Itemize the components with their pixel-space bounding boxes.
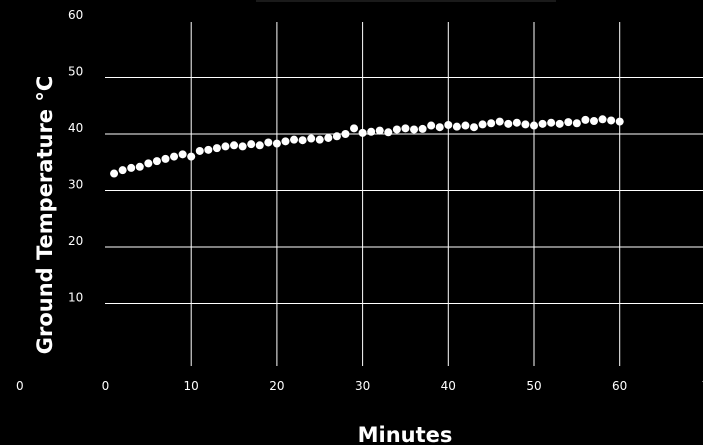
data-point xyxy=(589,117,598,126)
y-tick-label: 50 xyxy=(68,65,83,79)
y-tick-labels: 10 20 30 40 50 60 xyxy=(68,8,83,305)
y-tick-label: 30 xyxy=(68,178,83,192)
y-tick-label: 40 xyxy=(68,121,83,135)
x-tick-label: 30 xyxy=(355,379,370,393)
data-point xyxy=(195,146,204,155)
x-tick-label: 60 xyxy=(612,379,627,393)
data-point xyxy=(358,128,367,137)
x-tick-label: 20 xyxy=(269,379,284,393)
data-point xyxy=(204,145,213,154)
x-tick-label: 0 xyxy=(16,379,24,393)
data-point xyxy=(152,157,161,166)
data-point xyxy=(178,150,187,159)
data-point xyxy=(470,123,479,132)
data-point xyxy=(410,125,419,134)
data-point xyxy=(290,135,299,144)
data-point xyxy=(247,140,256,149)
data-point xyxy=(384,128,393,137)
x-tick-label: 40 xyxy=(441,379,456,393)
data-point xyxy=(367,127,376,136)
data-point xyxy=(435,123,444,132)
data-points xyxy=(110,115,624,178)
data-point xyxy=(281,137,290,146)
data-point xyxy=(607,116,616,125)
data-point xyxy=(315,135,324,144)
data-point xyxy=(307,134,316,143)
data-point xyxy=(392,125,401,134)
data-point xyxy=(135,162,144,171)
data-point xyxy=(581,115,590,124)
data-point xyxy=(598,115,607,124)
top-strip xyxy=(256,0,556,2)
data-point xyxy=(478,120,487,129)
data-point xyxy=(341,130,350,138)
data-point xyxy=(504,119,513,128)
data-point xyxy=(444,120,453,129)
data-point xyxy=(418,124,427,133)
data-point xyxy=(564,118,573,127)
data-point xyxy=(230,141,239,150)
grid-lines xyxy=(105,22,703,366)
data-point xyxy=(512,118,521,127)
data-point xyxy=(118,166,127,175)
data-point xyxy=(452,122,461,131)
x-axis-title: Minutes xyxy=(358,423,453,445)
data-point xyxy=(427,121,436,130)
data-point xyxy=(144,159,153,168)
data-point xyxy=(221,142,230,151)
data-point xyxy=(212,144,221,153)
x-tick-label: 0 xyxy=(102,379,110,393)
data-point xyxy=(255,141,264,150)
data-point xyxy=(161,154,170,163)
data-point xyxy=(521,120,530,129)
x-tick-labels: 0 0 10 20 30 40 50 60 7 xyxy=(16,379,703,393)
y-tick-label: 10 xyxy=(68,291,83,305)
data-point xyxy=(461,121,470,130)
data-point xyxy=(187,152,196,161)
data-point xyxy=(264,138,273,147)
data-point xyxy=(110,169,119,178)
x-tick-label: 7 xyxy=(702,379,703,393)
data-point xyxy=(324,133,333,142)
y-tick-label: 60 xyxy=(68,8,83,22)
data-point xyxy=(495,117,504,126)
data-point xyxy=(298,136,307,145)
y-tick-label: 20 xyxy=(68,234,83,248)
data-point xyxy=(572,119,581,128)
data-point xyxy=(238,142,247,151)
data-point xyxy=(375,126,384,135)
data-point xyxy=(547,118,556,127)
data-point xyxy=(555,119,564,128)
x-tick-label: 50 xyxy=(526,379,541,393)
data-point xyxy=(127,163,136,172)
x-tick-label: 10 xyxy=(184,379,199,393)
data-point xyxy=(170,152,179,161)
y-axis-title: Ground Temperature °C xyxy=(33,76,57,355)
data-point xyxy=(538,119,547,128)
data-point xyxy=(350,124,359,133)
data-point xyxy=(530,121,538,130)
data-point xyxy=(401,124,410,133)
data-point xyxy=(332,132,341,141)
data-point xyxy=(487,119,496,128)
data-point xyxy=(272,139,281,148)
data-point xyxy=(615,117,624,126)
